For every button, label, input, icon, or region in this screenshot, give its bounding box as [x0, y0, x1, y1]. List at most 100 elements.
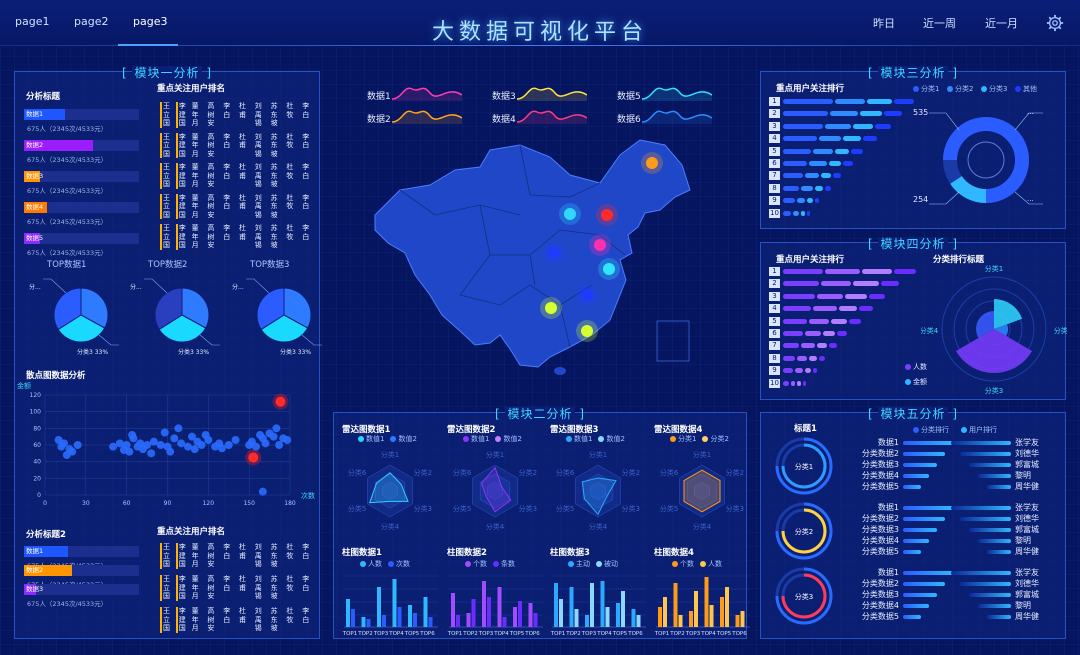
rank-segment — [783, 331, 803, 336]
column-legend-item: 主动 — [568, 559, 590, 569]
user-name: 李白 — [223, 163, 231, 180]
radar-legend-item: 数值2 — [495, 434, 522, 444]
module3-legend-item: 分类3 — [981, 84, 1007, 94]
rank-segment — [783, 343, 799, 349]
rank-segment — [815, 198, 819, 204]
user-bar — [951, 571, 1011, 575]
scatter-point — [204, 436, 213, 444]
category-label: 分类数据5 — [861, 612, 899, 621]
column-legend-item: 次数 — [388, 559, 410, 569]
user-bar — [960, 582, 1011, 586]
column-legend-item: 人数 — [360, 559, 382, 569]
pie-label-small: 分... — [130, 284, 142, 291]
category-label: 分类数据5 — [861, 482, 899, 491]
user-name: 李建国 — [175, 132, 186, 158]
scatter-point — [261, 439, 270, 448]
range-week[interactable]: 近一周 — [923, 17, 956, 30]
radar-axis-label: 分类1 — [486, 450, 504, 459]
tab-page2[interactable]: page2 — [74, 15, 109, 28]
bar-note: 675人（2345次/4533元） — [27, 600, 108, 608]
scatter-point — [269, 432, 278, 441]
scatter-point — [283, 436, 292, 444]
module1-title: [ 模块一分析 ] — [121, 66, 212, 80]
user-name: 李白 — [302, 224, 310, 241]
map-legend-wave — [642, 110, 712, 124]
rank-segment — [863, 136, 877, 142]
radar-chart: 分类1 分类2 分类3 分类4 分类5 分类6 — [556, 450, 640, 531]
rank-segment — [845, 293, 867, 299]
radar-axis-label: 分类5 — [660, 504, 678, 513]
tab-page1[interactable]: page1 — [15, 15, 50, 28]
category-bar — [903, 485, 921, 489]
user-name: 李建国 — [175, 224, 186, 250]
rank-segment — [797, 355, 807, 361]
user-name: 刘禹锡 — [254, 132, 262, 158]
city-marker — [564, 208, 576, 220]
rank-segment — [805, 173, 819, 179]
donut-inner-arc — [781, 573, 827, 619]
pie-leader — [98, 334, 119, 346]
rank-segment — [829, 343, 837, 349]
rank-segment — [835, 148, 849, 154]
legend-user-rank: 用户排行 — [961, 425, 997, 435]
radar-ring — [694, 482, 710, 500]
donut-inner-arc — [781, 443, 827, 489]
user-name: 王立国 — [160, 193, 170, 219]
tab-page3[interactable]: page3 — [133, 15, 168, 28]
ring-segment — [950, 175, 987, 204]
column-bar — [554, 583, 558, 627]
x-tick: 90 — [164, 500, 172, 507]
column-x-label: TOP5 — [612, 631, 628, 636]
rank-segment — [853, 281, 879, 287]
donut-label: 分类2 — [795, 527, 813, 536]
rank-segment — [843, 161, 853, 166]
column-x-label: TOP6 — [419, 631, 435, 636]
column-x-label: TOP3 — [581, 631, 597, 636]
gear-icon[interactable] — [1046, 14, 1064, 32]
rank-segment — [833, 173, 841, 179]
user-name: 苏东坡 — [270, 132, 278, 158]
bar-track: 数据2 — [24, 140, 139, 151]
map-outline — [374, 139, 691, 368]
rank-segment — [783, 269, 823, 274]
rank-segment — [783, 198, 795, 204]
module3-legend-item: 其他 — [1015, 84, 1037, 94]
rank-number: 5 — [769, 316, 780, 326]
rank-segment — [817, 343, 827, 349]
column-bar — [533, 613, 538, 627]
rose-label: 分类3 — [985, 386, 1003, 395]
user-name: 杜牧 — [286, 193, 294, 211]
hainan-island — [554, 367, 566, 375]
user-name: 杜甫 — [239, 193, 246, 211]
user-label: 郭富城 — [1015, 590, 1039, 599]
ring-more-bottom: ... — [1027, 195, 1034, 203]
range-yesterday[interactable]: 昨日 — [873, 17, 895, 30]
rank-row: 5 — [769, 146, 909, 156]
rank-number: 8 — [769, 353, 780, 363]
analysis-title: 分析标题 — [26, 92, 61, 102]
bar-fill: 数据2 — [24, 140, 93, 151]
pie-slice — [57, 314, 106, 343]
category-bar — [903, 550, 921, 554]
user-name: 李白 — [302, 102, 310, 119]
column-bar — [621, 591, 625, 627]
user-name: 王立国 — [160, 224, 170, 250]
column-bar — [382, 615, 386, 627]
user-name: 杜牧 — [286, 132, 294, 150]
rank-row: 2 — [769, 279, 909, 289]
rank-segment — [817, 293, 843, 299]
user-name: 刘禹锡 — [254, 607, 262, 632]
user-name: 苏东坡 — [270, 543, 278, 568]
module5-panel: [ 模块五分析 ] 标题1 分类排行 用户排行 分类1 数据1 分类数据2 分类数据3… — [760, 407, 1066, 639]
legend-category-rank: 分类排行 — [913, 425, 949, 435]
range-month[interactable]: 近一月 — [985, 17, 1018, 30]
column-x-label: TOP3 — [373, 631, 389, 636]
category-bar — [903, 604, 929, 608]
rank-segment — [783, 173, 803, 179]
user-bar — [987, 550, 1011, 554]
scatter-point — [197, 441, 206, 449]
column-bar — [709, 605, 714, 627]
map-legend-label: 数据4 — [492, 115, 516, 125]
rank-row: 7 — [769, 341, 909, 351]
donut-outer-arc — [775, 437, 833, 495]
